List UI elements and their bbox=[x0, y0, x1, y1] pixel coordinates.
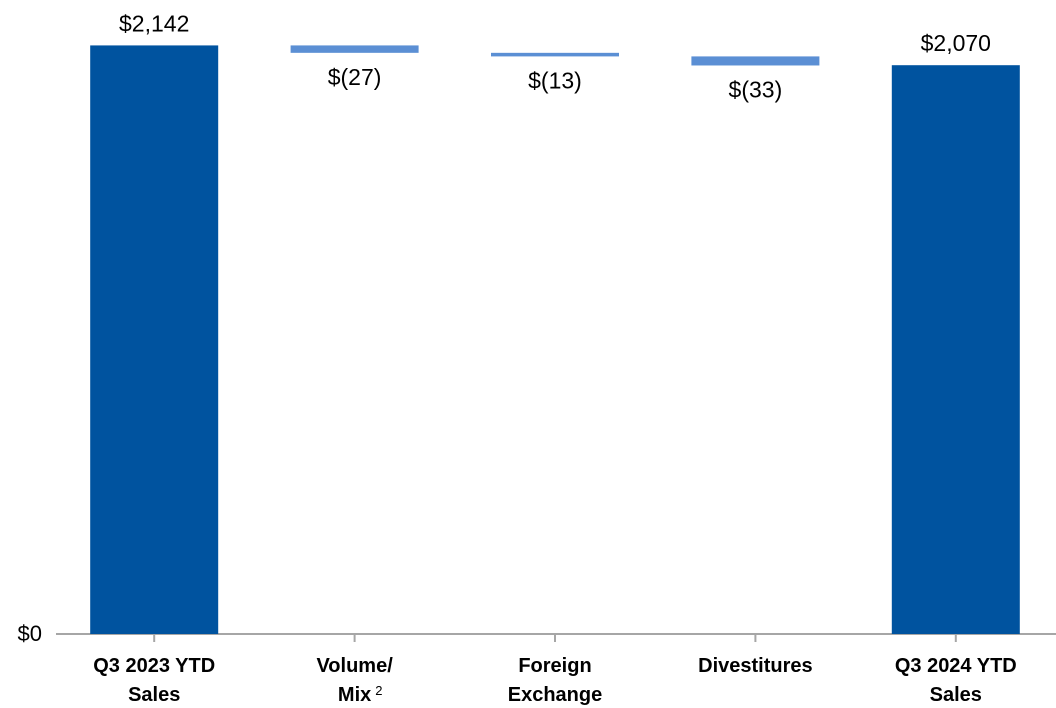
x-tick-label: Exchange bbox=[508, 684, 602, 706]
value-label: $2,070 bbox=[921, 30, 991, 56]
y-tick-label: $0 bbox=[18, 621, 42, 646]
value-label: $2,142 bbox=[119, 10, 189, 36]
x-tick-label: Divestitures bbox=[698, 655, 813, 677]
x-tick-label: Q3 2023 YTD bbox=[93, 655, 215, 677]
x-tick-label: Mix bbox=[338, 684, 371, 706]
bar bbox=[290, 45, 419, 53]
bar bbox=[691, 56, 820, 66]
x-tick-label: Sales bbox=[128, 684, 180, 706]
x-tick-label: Foreign bbox=[518, 655, 591, 677]
x-tick-label: Volume/ bbox=[316, 655, 393, 677]
bar bbox=[891, 65, 1020, 634]
bar bbox=[491, 52, 619, 57]
value-label: $(33) bbox=[729, 76, 783, 102]
value-label: $(13) bbox=[528, 67, 582, 93]
bar bbox=[90, 45, 219, 635]
superscript: 2 bbox=[375, 683, 382, 698]
value-label: $(27) bbox=[328, 64, 382, 90]
x-tick-label: Q3 2024 YTD bbox=[895, 655, 1017, 677]
x-tick-label: Sales bbox=[930, 684, 982, 706]
